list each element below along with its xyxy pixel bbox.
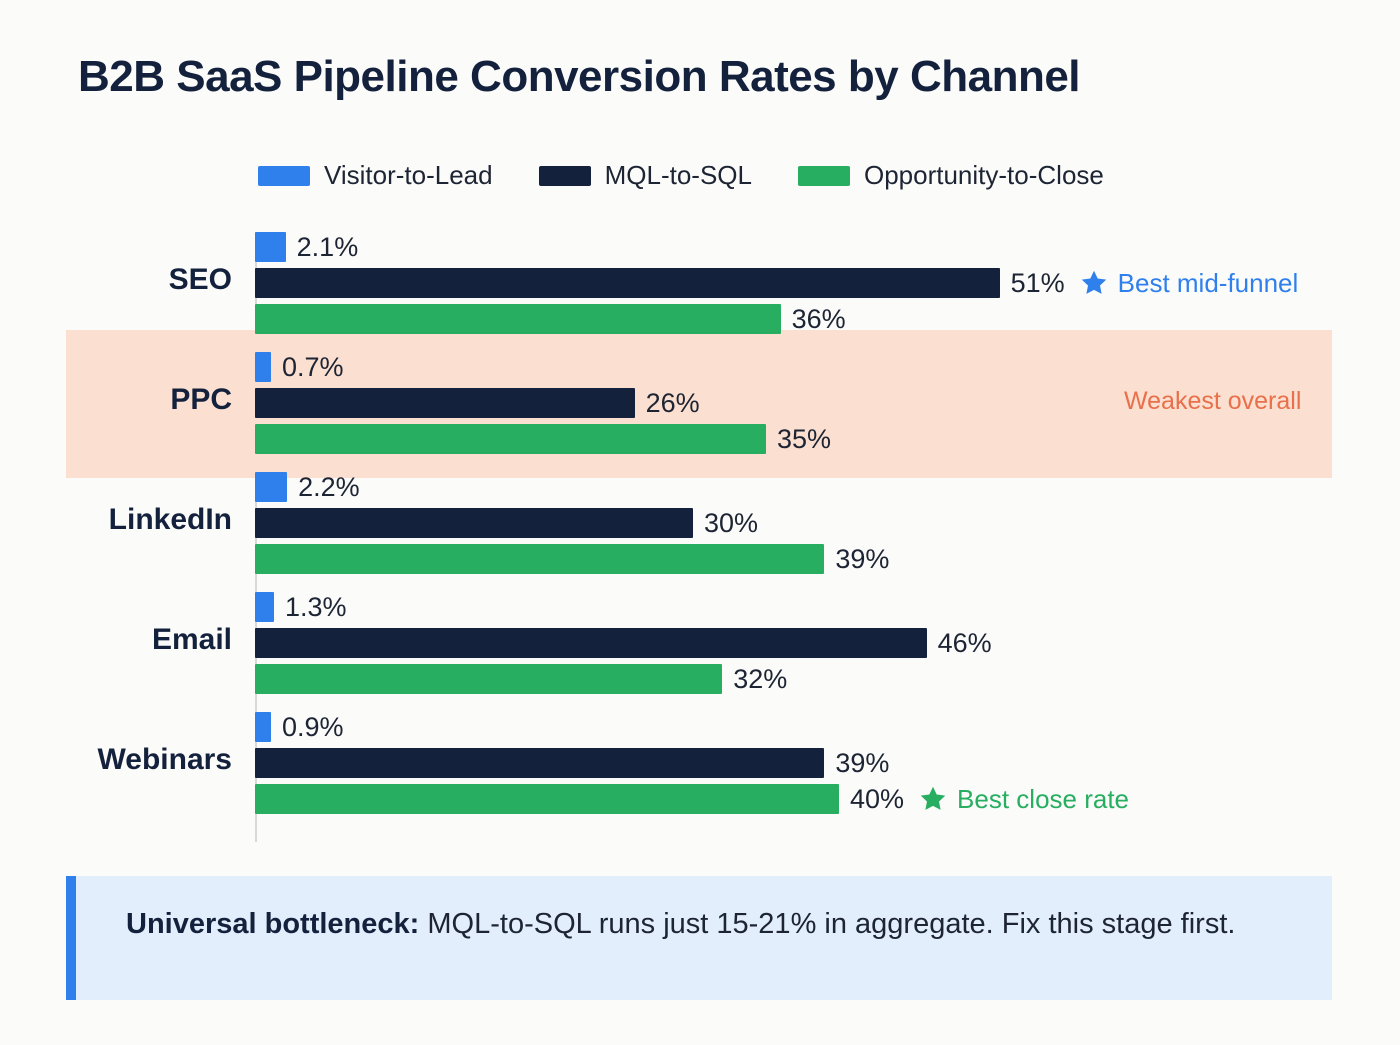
bar-visitor-to-lead[interactable] xyxy=(255,592,274,622)
band-annotation-weakest-overall: Weakest overall xyxy=(1124,387,1302,415)
bar-opportunity-to-close[interactable] xyxy=(255,664,723,694)
category-label-ppc: PPC xyxy=(170,383,232,416)
bar-value-label: 32% xyxy=(733,663,788,694)
bar-opportunity-to-close[interactable] xyxy=(255,544,825,574)
legend-swatch-icon xyxy=(258,165,310,186)
annotation-label: Best mid-funnel xyxy=(1117,267,1299,298)
callout-text: Universal bottleneck: MQL-to-SQL runs ju… xyxy=(76,876,1332,1000)
bar-group-seo: SEO 2.1% 51% Best mid-funnel 36% xyxy=(0,232,1400,334)
bar-row-seo-opportunity-to-close[interactable]: 36% xyxy=(255,304,846,334)
bar-visitor-to-lead[interactable] xyxy=(255,352,271,382)
bar-value-label: 36% xyxy=(791,303,846,334)
legend-item-mql-to-sql[interactable]: MQL-to-SQL xyxy=(538,160,752,191)
bar-value-label: 0.9% xyxy=(282,711,344,742)
bar-value-label: 51% xyxy=(1010,267,1065,298)
bar-group-ppc: PPC 0.7% 26% 35% xyxy=(0,352,1400,454)
bar-opportunity-to-close[interactable] xyxy=(255,304,781,334)
bar-row-seo-mql-to-sql[interactable]: 51% Best mid-funnel xyxy=(255,268,1298,298)
bar-opportunity-to-close[interactable] xyxy=(255,784,839,814)
bar-value-label: 39% xyxy=(835,747,890,778)
bar-value-label: 46% xyxy=(937,627,992,658)
bar-row-ppc-visitor-to-lead[interactable]: 0.7% xyxy=(255,352,344,382)
chart-legend: Visitor-to-Lead MQL-to-SQL Opportunity-t… xyxy=(258,160,1104,191)
bar-row-ppc-mql-to-sql[interactable]: 26% xyxy=(255,388,700,418)
star-icon xyxy=(1079,268,1109,298)
bar-visitor-to-lead[interactable] xyxy=(255,712,271,742)
callout-strong-text: Universal bottleneck: xyxy=(126,908,420,940)
bar-mql-to-sql[interactable] xyxy=(255,268,1000,298)
legend-item-label: MQL-to-SQL xyxy=(604,160,752,190)
bar-group-webinars: Webinars 0.9% 39% 40% Best close rate xyxy=(0,712,1400,814)
bar-row-ppc-opportunity-to-close[interactable]: 35% xyxy=(255,424,831,454)
plot-area: Weakest overall SEO 2.1% 51% Best mid-funne… xyxy=(0,232,1400,842)
bar-mql-to-sql[interactable] xyxy=(255,628,927,658)
bar-annotation-best-close-rate: Best close rate xyxy=(918,784,1129,815)
bar-value-label: 35% xyxy=(777,423,832,454)
bar-visitor-to-lead[interactable] xyxy=(255,472,288,502)
category-label-seo: SEO xyxy=(168,263,232,296)
page-title: B2B SaaS Pipeline Conversion Rates by Ch… xyxy=(78,52,1081,101)
legend-item-opportunity-to-close[interactable]: Opportunity-to-Close xyxy=(797,160,1104,191)
bar-value-label: 0.7% xyxy=(282,351,344,382)
bar-mql-to-sql[interactable] xyxy=(255,748,825,778)
bar-opportunity-to-close[interactable] xyxy=(255,424,766,454)
bar-row-linkedin-visitor-to-lead[interactable]: 2.2% xyxy=(255,472,360,502)
bar-value-label: 1.3% xyxy=(284,591,347,622)
category-label-email: Email xyxy=(151,623,232,656)
bar-value-label: 26% xyxy=(645,387,700,418)
callout-body-text: MQL-to-SQL runs just 15-21% in aggregate… xyxy=(419,908,1236,940)
bar-value-label: 30% xyxy=(704,507,759,538)
bar-group-email: Email 1.3% 46% 32% xyxy=(0,592,1400,694)
bar-row-seo-visitor-to-lead[interactable]: 2.1% xyxy=(255,232,358,262)
category-label-webinars: Webinars xyxy=(97,743,233,776)
callout-box: Universal bottleneck: MQL-to-SQL runs ju… xyxy=(66,876,1332,1000)
callout-accent-bar xyxy=(66,876,76,1000)
legend-item-label: Opportunity-to-Close xyxy=(863,160,1104,190)
bar-annotation-best-mid-funnel: Best mid-funnel xyxy=(1079,267,1299,299)
category-label-linkedin: LinkedIn xyxy=(108,503,232,536)
legend-item-label: Visitor-to-Lead xyxy=(324,160,493,190)
bar-row-webinars-opportunity-to-close[interactable]: 40% Best close rate xyxy=(255,784,1129,814)
bar-row-webinars-mql-to-sql[interactable]: 39% xyxy=(255,748,889,778)
legend-item-visitor-to-lead[interactable]: Visitor-to-Lead xyxy=(258,160,493,191)
bar-value-label: 39% xyxy=(835,543,890,574)
bar-mql-to-sql[interactable] xyxy=(255,388,635,418)
bar-value-label: 2.2% xyxy=(298,471,360,502)
star-icon xyxy=(918,784,948,814)
bar-row-linkedin-mql-to-sql[interactable]: 30% xyxy=(255,508,758,538)
bar-row-email-mql-to-sql[interactable]: 46% xyxy=(255,628,992,658)
bar-row-email-visitor-to-lead[interactable]: 1.3% xyxy=(255,592,347,622)
legend-swatch-icon xyxy=(538,165,591,186)
bar-value-label: 40% xyxy=(850,783,905,814)
annotation-label: Best close rate xyxy=(957,783,1130,814)
bar-visitor-to-lead[interactable] xyxy=(255,232,286,262)
legend-swatch-icon xyxy=(797,165,850,186)
bar-row-webinars-visitor-to-lead[interactable]: 0.9% xyxy=(255,712,344,742)
bar-value-label: 2.1% xyxy=(296,231,359,262)
bar-group-linkedin: LinkedIn 2.2% 30% 39% xyxy=(0,472,1400,574)
bar-mql-to-sql[interactable] xyxy=(255,508,693,538)
bar-row-email-opportunity-to-close[interactable]: 32% xyxy=(255,664,787,694)
bar-row-linkedin-opportunity-to-close[interactable]: 39% xyxy=(255,544,889,574)
